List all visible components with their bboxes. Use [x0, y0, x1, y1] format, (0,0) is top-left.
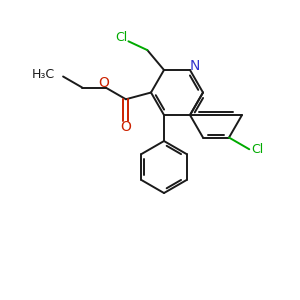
Text: Cl: Cl [251, 143, 263, 156]
Text: O: O [98, 76, 109, 89]
Text: H₃C: H₃C [32, 68, 55, 81]
Text: N: N [190, 59, 200, 73]
Text: Cl: Cl [115, 31, 128, 44]
Text: O: O [120, 120, 131, 134]
